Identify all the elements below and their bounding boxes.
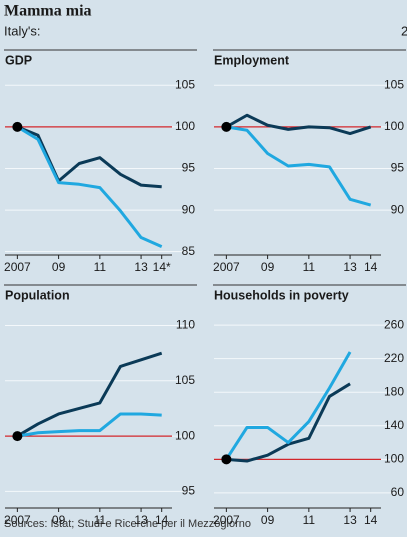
y-tick-label: 100 bbox=[175, 119, 195, 133]
series-line bbox=[225, 113, 372, 136]
x-tick-label: 09 bbox=[52, 513, 66, 527]
x-tick-label: 2007 bbox=[4, 513, 31, 527]
series-line bbox=[17, 412, 162, 438]
x-tick-label: 09 bbox=[261, 260, 275, 274]
x-tick-label: 13 bbox=[134, 260, 148, 274]
x-tick-label: 09 bbox=[52, 260, 66, 274]
panel-title: Households in poverty bbox=[214, 288, 349, 302]
start-dot bbox=[12, 431, 23, 442]
x-tick-label: 13 bbox=[343, 260, 357, 274]
y-tick-label: 110 bbox=[176, 318, 195, 332]
y-tick-label: 220 bbox=[384, 351, 404, 365]
x-tick-label: 11 bbox=[303, 513, 316, 527]
y-tick-label: 90 bbox=[391, 202, 405, 216]
y-tick-label: 60 bbox=[391, 485, 405, 499]
y-tick-label: 100 bbox=[384, 452, 404, 466]
source: Sources: Istat; Studi e Ricerche per il … bbox=[4, 518, 251, 530]
y-tick-label: 180 bbox=[384, 384, 404, 398]
x-tick-label: 11 bbox=[303, 260, 316, 274]
start-dot bbox=[12, 121, 23, 132]
panel-title: Employment bbox=[214, 53, 290, 67]
x-tick-label: 11 bbox=[94, 513, 107, 527]
x-tick-label: 2007 bbox=[213, 513, 240, 527]
series-line bbox=[226, 125, 372, 207]
y-tick-label: 95 bbox=[182, 161, 196, 175]
x-tick-label: 14* bbox=[153, 260, 171, 274]
x-tick-label: 2007 bbox=[4, 260, 31, 274]
y-tick-label: 105 bbox=[384, 77, 404, 91]
x-tick-label: 09 bbox=[261, 513, 275, 527]
panel-title: GDP bbox=[5, 53, 32, 67]
y-tick-label: 260 bbox=[384, 317, 404, 331]
series-line bbox=[226, 382, 351, 463]
y-tick-label: 105 bbox=[175, 373, 195, 387]
x-tick-label: 13 bbox=[134, 513, 148, 527]
y-tick-label: 100 bbox=[384, 119, 404, 133]
y-tick-label: 95 bbox=[391, 161, 405, 175]
y-tick-label: 140 bbox=[384, 418, 404, 432]
x-tick-label: 13 bbox=[343, 513, 357, 527]
x-tick-label: 14 bbox=[155, 513, 169, 527]
y-tick-label: 95 bbox=[182, 484, 196, 498]
start-dot bbox=[221, 454, 232, 465]
y-tick-label: 100 bbox=[175, 428, 195, 442]
x-tick-label: 11 bbox=[94, 260, 107, 274]
page-title: Mamma mia bbox=[4, 3, 92, 20]
corner-note: 2 bbox=[401, 23, 407, 38]
series-line bbox=[225, 351, 352, 461]
x-tick-label: 14 bbox=[364, 513, 378, 527]
y-tick-label: 85 bbox=[182, 244, 196, 258]
subtitle: Italy's: bbox=[4, 23, 40, 38]
y-tick-label: 90 bbox=[182, 202, 196, 216]
panel-title: Population bbox=[5, 288, 70, 302]
series-line bbox=[16, 351, 163, 438]
series-line bbox=[16, 125, 162, 189]
x-tick-label: 2007 bbox=[213, 260, 240, 274]
x-tick-label: 14 bbox=[364, 260, 378, 274]
y-tick-label: 105 bbox=[175, 77, 195, 91]
start-dot bbox=[221, 121, 232, 132]
series-line bbox=[16, 125, 163, 249]
